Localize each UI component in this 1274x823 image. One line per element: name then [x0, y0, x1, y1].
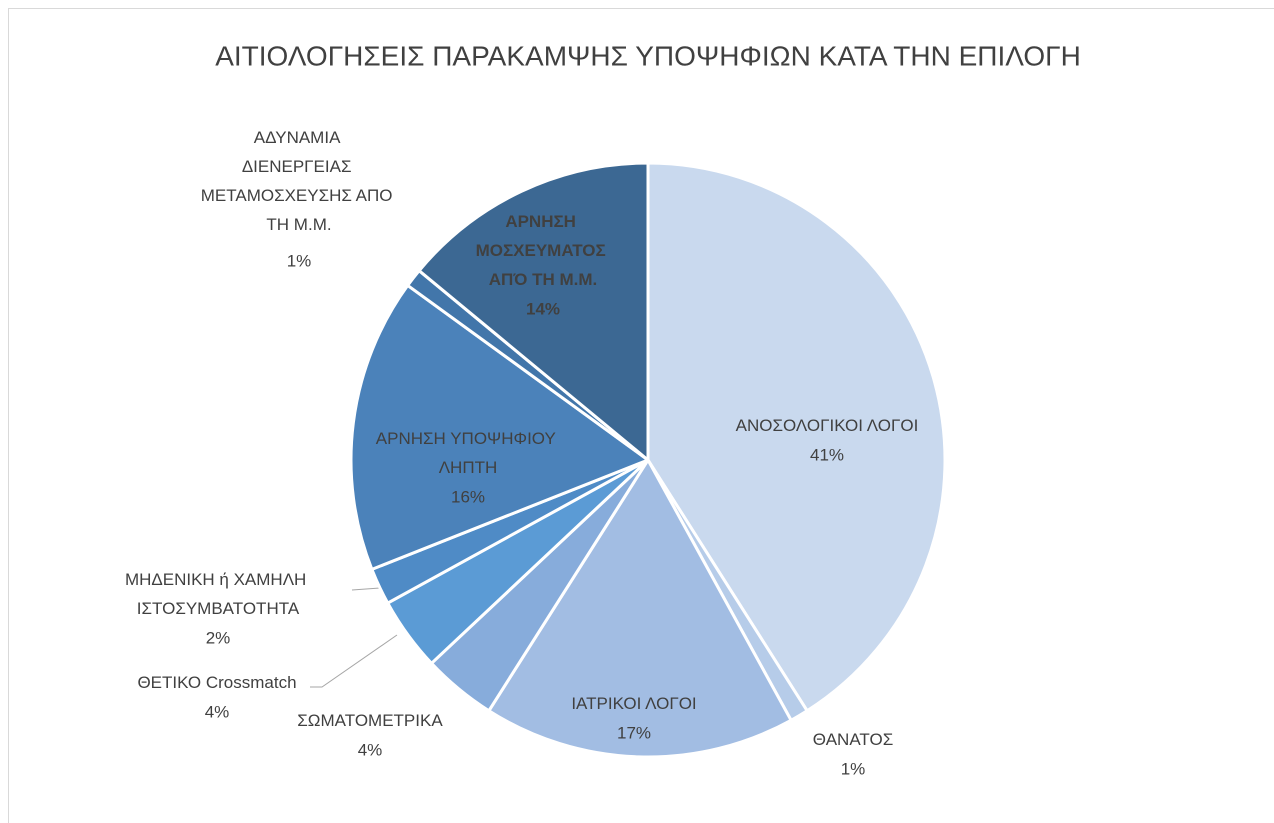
data-label-category: ΜΗΔΕΝΙΚΗ ή ΧΑΜΗΛΗ ΙΣΤΟΣΥΜΒΑΤΟΤΗΤΑ	[125, 570, 311, 618]
data-label-category: ΑΝΟΣΟΛΟΓΙΚΟΙ ΛΟΓΟΙ	[736, 416, 919, 435]
data-label-value: 2%	[206, 628, 231, 647]
leader-line	[351, 587, 381, 591]
data-label-value: 14%	[526, 299, 560, 318]
data-label-value: 4%	[358, 740, 383, 759]
pie-slice	[487, 458, 793, 759]
data-label-category: ΙΑΤΡΙΚΟΙ ΛΟΓΟΙ	[571, 694, 696, 713]
data-label-value: 1%	[287, 251, 312, 270]
pie-slice	[417, 161, 650, 462]
data-label-category: ΑΔΥΝΑΜΙΑ ΔΙΕΝΕΡΓΕΙΑΣ ΜΕΤΑΜΟΣΧΕΥΣΗΣ ΑΠΟ Τ…	[201, 128, 398, 234]
leader-line	[310, 634, 398, 688]
data-label-category: ΑΡΝΗΣΗ ΥΠΟΨΗΦΙΟΥ ΛΗΠΤΗ	[376, 429, 560, 477]
chart-title: ΑΙΤΙΟΛΟΓΗΣΕΙΣ ΠΑΡΑΚΑΜΨΗΣ ΥΠΟΨΗΦΙΩΝ ΚΑΤΑ …	[215, 40, 1081, 71]
data-label-value: 16%	[451, 487, 485, 506]
data-label-category: ΘΕΤΙΚΟ Crossmatch	[137, 673, 296, 692]
data-label-value: 1%	[841, 759, 866, 778]
data-label-value: 4%	[205, 702, 230, 721]
data-label-value: 41%	[810, 445, 844, 464]
data-label-category: ΘΑΝΑΤΟΣ	[813, 730, 893, 749]
data-label-category: ΣΩΜΑΤΟΜΕΤΡΙΚΑ	[297, 711, 443, 730]
data-label-value: 17%	[617, 723, 651, 742]
data-label-category: ΑΡΝΗΣΗ ΜΟΣΧΕΥΜΑΤΟΣ ΑΠΌ ΤΗ Μ.Μ.	[476, 212, 611, 289]
pie-slice	[349, 283, 650, 571]
pie-slice	[646, 161, 947, 713]
